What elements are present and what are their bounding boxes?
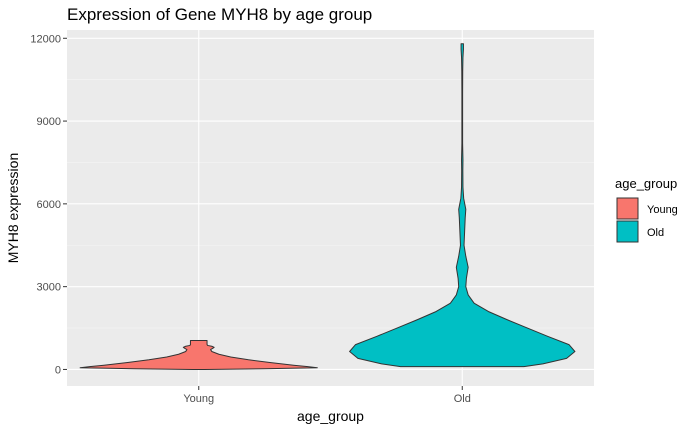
legend-label-young: Young — [647, 204, 678, 216]
violin-old — [349, 43, 576, 368]
x-tick-label: Young — [183, 393, 214, 405]
legend: age_group Young Old — [615, 176, 678, 243]
legend-key-old — [616, 220, 639, 243]
legend-key-young — [616, 197, 639, 220]
legend-label-old: Old — [647, 227, 664, 239]
y-tick-label: 6000 — [37, 199, 61, 211]
y-tick-label: 9000 — [37, 116, 61, 128]
chart-title: Expression of Gene MYH8 by age group — [67, 5, 372, 24]
y-tick-label: 0 — [55, 364, 61, 376]
x-tick-label: Old — [454, 393, 471, 405]
y-axis-title: MYH8 expression — [5, 153, 21, 264]
y-axis: 0 3000 6000 9000 12000 — [30, 33, 67, 376]
x-axis-title: age_group — [297, 408, 364, 424]
y-tick-label: 12000 — [30, 33, 61, 45]
y-tick-label: 3000 — [37, 282, 61, 294]
legend-title: age_group — [615, 176, 677, 191]
violins — [79, 43, 576, 370]
x-axis: Young Old — [183, 386, 471, 405]
violin-young — [79, 339, 318, 370]
